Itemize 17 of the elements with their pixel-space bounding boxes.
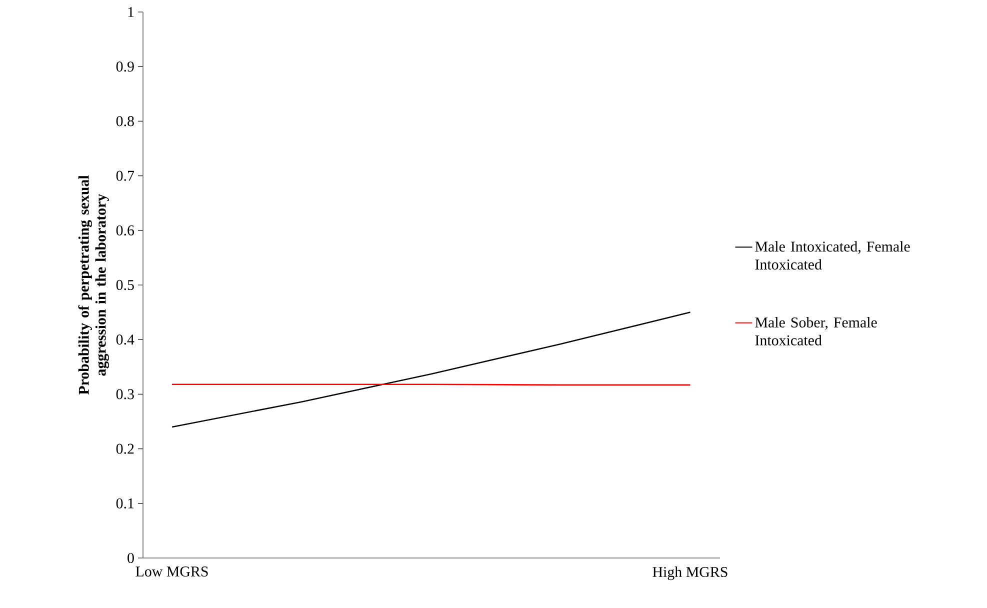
y-tick-label: 0.5 xyxy=(116,280,134,290)
y-tick-label: 0.2 xyxy=(116,444,134,454)
x-tick-label: High MGRS xyxy=(652,566,728,580)
y-tick-label: 0.8 xyxy=(116,116,134,126)
y-axis-title: Probability of perpetrating sexual aggression in the laboratory xyxy=(78,175,109,395)
x-tick-label: Low MGRS xyxy=(136,566,208,577)
y-tick-label: 1 xyxy=(128,7,134,17)
legend-label: Male Intoxicated, Female Intoxicated xyxy=(755,241,910,270)
y-tick-label: 0.4 xyxy=(116,334,134,345)
y-tick-label: 0.3 xyxy=(116,389,134,400)
legend-label: Male Sober, Female Intoxicated xyxy=(755,317,877,346)
y-tick-label: 0.9 xyxy=(116,62,134,72)
y-tick-label: 0.6 xyxy=(116,225,134,236)
line-series xyxy=(171,312,691,428)
y-tick-label: 0 xyxy=(128,552,134,564)
y-tick-label: 0.1 xyxy=(116,498,134,508)
y-tick-label: 0.7 xyxy=(116,170,134,181)
